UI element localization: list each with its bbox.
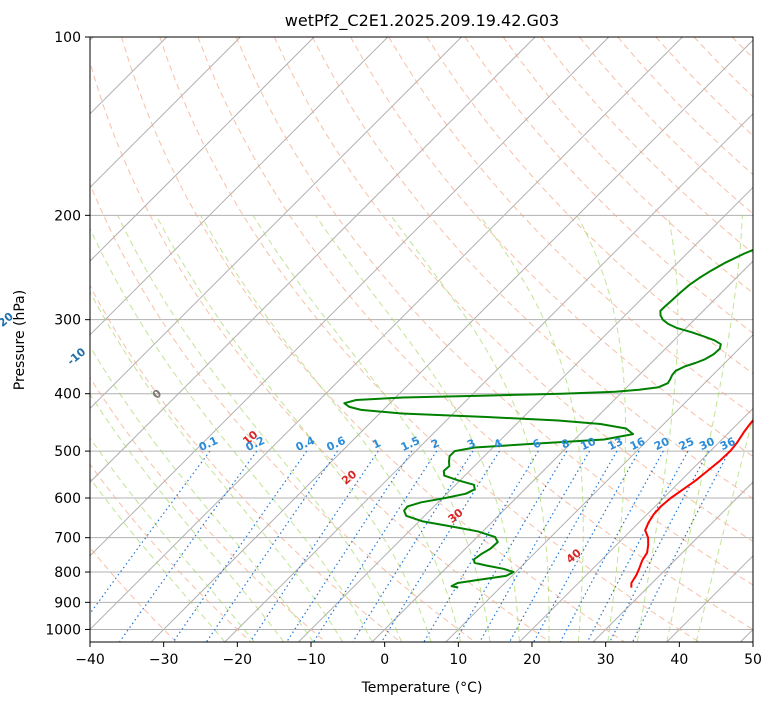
- dry-adiabat-line: [311, 37, 753, 500]
- isotherm-line: [592, 481, 753, 642]
- y-tick-label: 400: [54, 387, 81, 403]
- x-tick-label: −30: [149, 652, 179, 668]
- axes: −40 −30 −20 −10 0 10 20 30 40 50 100 200 300 400 500 60…: [45, 30, 762, 668]
- reference-lines: [90, 37, 775, 642]
- y-tick-label: 100: [54, 30, 81, 46]
- moist-adiabat-line: [90, 437, 255, 642]
- mixing-ratio-line: [533, 450, 640, 642]
- dry-adiabat-line: [121, 37, 625, 642]
- dry-adiabat-line: [90, 60, 551, 642]
- mixing-ratio-line: [205, 450, 338, 642]
- mixing-ratio-label: 10: [578, 435, 598, 453]
- mixing-ratio-line: [249, 450, 379, 642]
- x-tick-label: 10: [449, 652, 467, 668]
- isotherm-line: [371, 260, 753, 642]
- dry-adiabat-line: [464, 37, 753, 334]
- dry-adiabat-line: [235, 37, 753, 586]
- y-axis-label: Pressure (hPa): [12, 290, 28, 390]
- mixing-ratio-line: [479, 450, 591, 642]
- y-tick-label: 500: [54, 444, 81, 460]
- x-tick-label: 50: [744, 652, 762, 668]
- dry-adiabat-line: [90, 376, 327, 642]
- mixing-ratio-label: 16: [628, 435, 648, 453]
- chart-title: wetPf2_C2E1.2025.209.19.42.G03: [285, 11, 559, 31]
- y-tick-label: 800: [54, 565, 81, 581]
- plot-area: [90, 37, 753, 642]
- moist-adiabat-line: [90, 227, 373, 642]
- isotherm-line: [224, 113, 753, 642]
- dry-adiabat-line: [90, 463, 252, 642]
- dewpoint-profile-line: [343, 248, 753, 589]
- mixing-ratio-line: [632, 450, 730, 642]
- mixing-ratio-label: 25: [677, 435, 696, 453]
- dry-adiabat-line: [90, 284, 401, 642]
- isotherm-line: [90, 37, 241, 189]
- moist-adiabat-line: [576, 215, 626, 642]
- x-tick-label: 30: [597, 652, 615, 668]
- axes-frame: [89, 36, 754, 643]
- moist-adiabat-line: [315, 215, 520, 642]
- moist-adiabat-line: [200, 215, 461, 642]
- moist-adiabat-line: [90, 393, 285, 642]
- moist-adiabat-line: [90, 477, 226, 642]
- dry-adiabat-line: [90, 182, 476, 642]
- y-tick-label: 200: [54, 208, 81, 224]
- isotherm-line: [90, 37, 462, 410]
- x-tick-label: 40: [670, 652, 688, 668]
- x-tick-label: −40: [75, 652, 105, 668]
- moist-adiabat-line: [390, 215, 550, 642]
- isotherm-line: [90, 37, 315, 262]
- mixing-ratio-line: [312, 450, 438, 642]
- moist-adiabat-line: [252, 215, 491, 642]
- mixing-ratio-line: [586, 450, 689, 642]
- isotherm-line: [90, 37, 536, 483]
- mixing-ratio-line: [454, 450, 568, 642]
- moist-adiabat-line: [90, 345, 314, 642]
- dry-adiabat-line: [770, 37, 775, 642]
- mixing-ratio-line: [90, 450, 211, 615]
- mixing-ratio-line: [559, 450, 664, 642]
- x-tick-label: −10: [296, 652, 326, 668]
- mixing-ratio-line: [423, 450, 539, 642]
- moist-adiabat-line: [479, 215, 584, 642]
- mixing-ratio-label: 30: [697, 435, 717, 453]
- y-tick-label: 1000: [45, 622, 81, 638]
- mixing-ratio-line: [509, 450, 618, 642]
- y-tick-label: 700: [54, 531, 81, 547]
- overlay-labels: -100-90-80-70-60-50-40-30-20-10010203040…: [0, 310, 738, 566]
- mixing-ratio-line: [609, 450, 710, 642]
- series-lines: [343, 248, 753, 589]
- plot-background: [90, 37, 753, 642]
- y-tick-label: 900: [54, 595, 81, 611]
- y-tick-label: 600: [54, 491, 81, 507]
- mixing-ratio-line: [286, 450, 413, 642]
- dry-adiabat-line: [197, 37, 753, 630]
- isotherm-line: [90, 37, 389, 336]
- mixing-ratio-label: 36: [718, 435, 738, 453]
- dry-adiabat-line: [159, 37, 700, 642]
- moist-adiabat-line: [90, 291, 344, 642]
- y-tick-label: 300: [54, 313, 81, 329]
- isotherm-line: [519, 407, 753, 642]
- isotherm-line: [90, 37, 683, 631]
- temperature-profile-line: [630, 418, 753, 588]
- x-tick-label: −20: [223, 652, 253, 668]
- x-tick-label: 0: [380, 652, 389, 668]
- dry-adiabat-label: -10: [65, 345, 89, 368]
- x-axis-label: Temperature (°C): [361, 680, 483, 696]
- mixing-ratio-label: 13: [606, 435, 625, 453]
- isotherm-line: [150, 39, 753, 642]
- isotherm-line: [445, 334, 753, 642]
- isotherm-line: [90, 37, 610, 557]
- x-tick-label: 20: [523, 652, 541, 668]
- moist-adiabat-line: [666, 215, 743, 642]
- dry-adiabat-line: [426, 37, 753, 375]
- dry-adiabat-line: [273, 37, 753, 543]
- mixing-ratio-label: 20: [652, 435, 672, 453]
- moist-adiabat-line: [117, 215, 403, 642]
